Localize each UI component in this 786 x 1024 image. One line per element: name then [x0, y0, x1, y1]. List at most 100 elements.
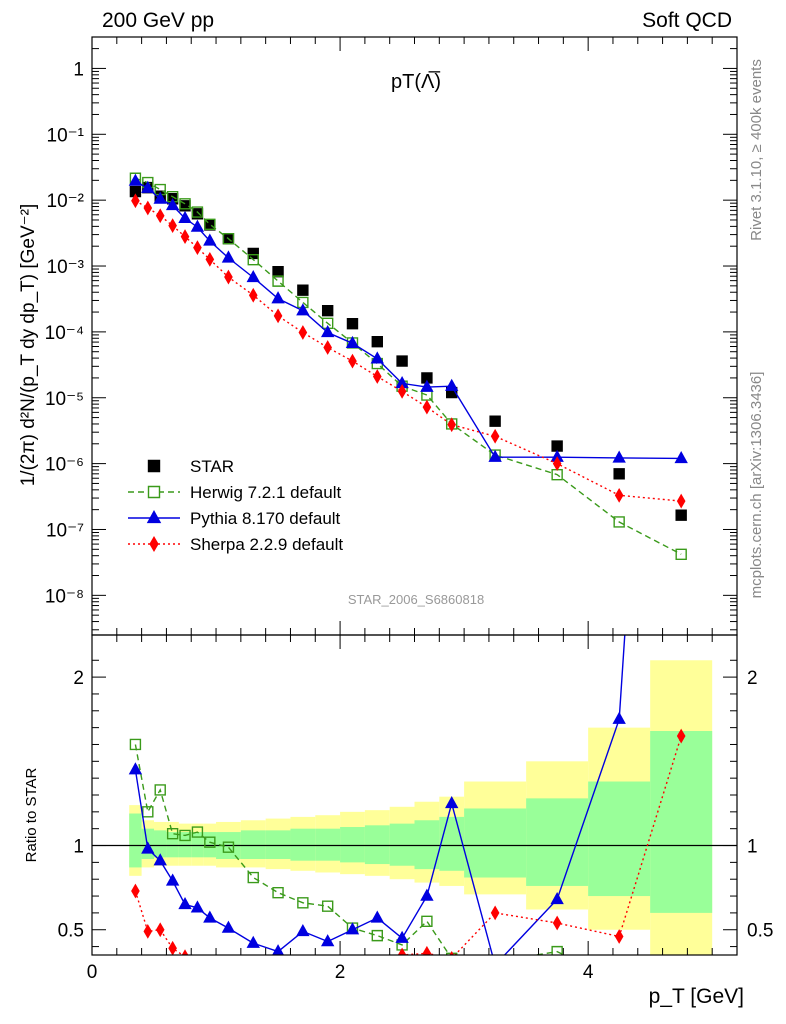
stat-band [464, 808, 527, 878]
data-point [488, 449, 502, 462]
stat-band [203, 832, 217, 858]
data-point [179, 198, 191, 210]
ratio-point [203, 910, 217, 923]
ratio-point [395, 930, 409, 943]
data-point [272, 275, 284, 287]
ratio-point [550, 891, 564, 905]
ratio-point [446, 952, 458, 955]
data-point [222, 232, 235, 245]
data-point [321, 317, 334, 330]
legend-label: STAR [190, 457, 234, 476]
rivet-label: Rivet 3.1.10, ≥ 400k events [748, 59, 765, 241]
data-point [613, 468, 625, 480]
ratio-point [246, 935, 260, 948]
data-point [205, 252, 215, 267]
ratio-point [247, 871, 259, 884]
data-point [204, 218, 216, 230]
data-point [168, 218, 177, 234]
stat-band [265, 830, 291, 859]
ratio-point [551, 945, 563, 955]
data-point [421, 372, 433, 384]
legend-marker [146, 509, 162, 524]
data-point [154, 183, 166, 196]
stat-band [526, 798, 589, 886]
data-point [397, 383, 407, 399]
y-tick-label: 1 [73, 59, 84, 80]
stat-band [650, 731, 713, 913]
data-point [348, 353, 357, 369]
data-point [203, 233, 217, 246]
data-point [190, 219, 205, 232]
main-series [128, 173, 688, 464]
data-point [420, 379, 434, 392]
main-title: pT(Λ̅) [391, 70, 441, 93]
data-point [422, 399, 432, 415]
ratio-point [490, 905, 500, 921]
ratio-point [272, 886, 284, 899]
ratio-point [179, 829, 191, 842]
data-point [447, 417, 457, 433]
y-tick-label: 10⁻² [47, 191, 85, 212]
ratio-point [181, 949, 189, 955]
data-point [298, 325, 308, 340]
data-point [153, 191, 167, 204]
ratio-point [168, 940, 177, 955]
ratio-point [420, 888, 434, 901]
ratio-y-tick-label: 2 [73, 668, 84, 689]
legend-label: Sherpa 2.2.9 default [190, 535, 343, 554]
ratio-point [190, 900, 205, 913]
data-point [552, 456, 562, 472]
data-point [371, 335, 383, 348]
ratio-point [141, 841, 155, 854]
stat-band [439, 816, 465, 871]
data-point [178, 210, 192, 224]
data-point [247, 253, 259, 266]
data-point [445, 378, 459, 391]
data-point [446, 418, 458, 430]
data-point [165, 198, 180, 211]
stat-band [240, 830, 266, 859]
ratio-point [449, 950, 455, 955]
legend-marker [149, 536, 159, 552]
mcplots-label: mcplots.cern.ch [arXiv:1306.3436] [748, 372, 765, 599]
ratio-point [297, 897, 309, 909]
y-tick-label: 10⁻⁴ [45, 323, 84, 344]
ratio-line [134, 744, 566, 955]
ratio-point [204, 836, 216, 848]
data-point [142, 176, 154, 189]
ratio-point [421, 915, 433, 928]
ratio-point [552, 915, 562, 931]
data-point [271, 291, 285, 304]
data-point [614, 487, 624, 503]
data-point [345, 335, 360, 349]
data-point [346, 318, 359, 330]
header-right: Soft QCD [642, 9, 732, 32]
ratio-plot: 0.5 0.5 1 1 2 2 0 2 4 [58, 634, 773, 983]
data-point [613, 516, 625, 528]
ratio-point [129, 738, 142, 751]
data-point [246, 270, 260, 283]
data-point [143, 200, 153, 216]
ratio-point [397, 947, 407, 955]
data-point [248, 287, 258, 303]
y-tick-label: 10⁻¹ [47, 125, 85, 146]
data-point [224, 269, 233, 285]
ratio-point [131, 883, 140, 899]
data-point [141, 180, 155, 193]
data-point [247, 247, 259, 260]
legend-label: Herwig 7.2.1 default [190, 483, 341, 502]
y-tick-label: 10⁻³ [47, 257, 85, 278]
ratio-point [128, 762, 143, 775]
ratio-series [128, 635, 626, 955]
ratio-y-tick-label: 1 [73, 837, 84, 858]
data-point [272, 265, 284, 278]
series-line [135, 200, 682, 502]
stat-band [129, 813, 142, 868]
ratio-point [165, 873, 180, 886]
data-point [674, 450, 688, 464]
data-point [180, 229, 190, 244]
data-point [296, 303, 310, 316]
ratio-point [143, 924, 153, 939]
data-point [273, 308, 283, 324]
ratio-point [221, 920, 236, 933]
